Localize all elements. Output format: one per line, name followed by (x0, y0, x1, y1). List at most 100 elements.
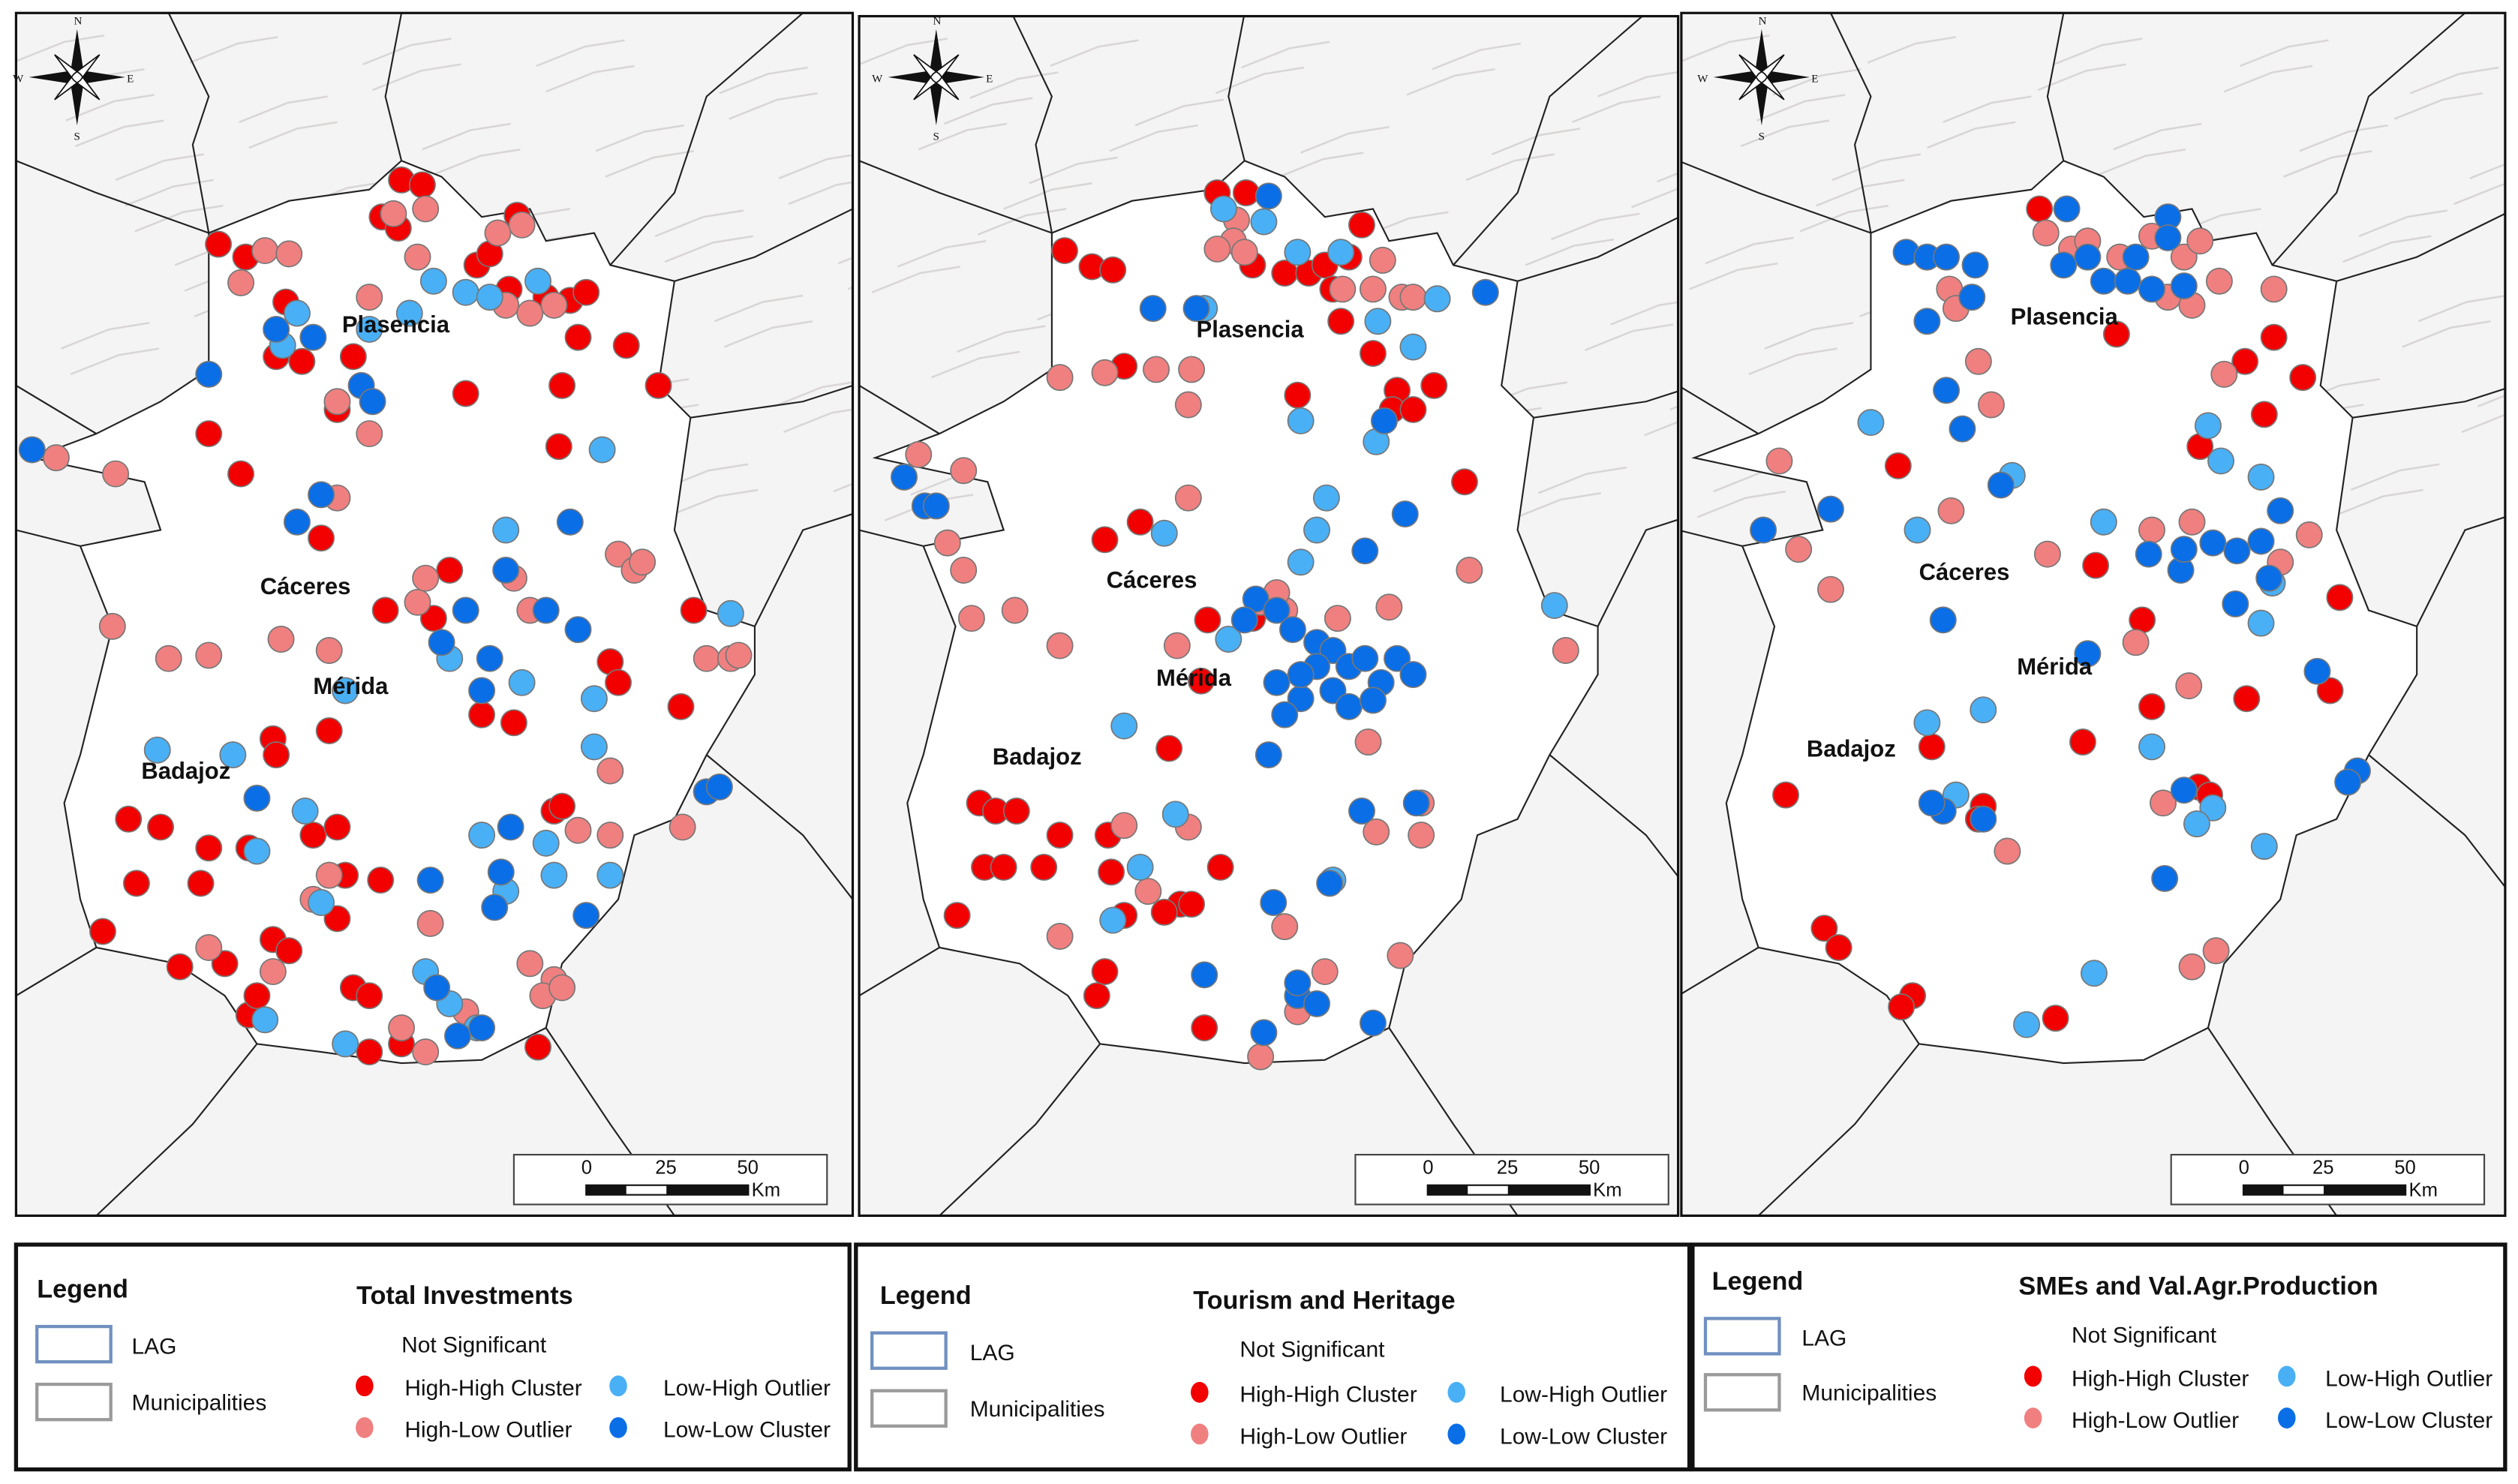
municipality-boundary (859, 529, 924, 547)
high-low-outlier-point (315, 637, 343, 664)
lag-label: LAG (970, 1341, 1015, 1365)
low-low-cluster-point (468, 1014, 496, 1041)
city-label: Cáceres (1919, 559, 2010, 585)
low-low-cluster-point (1250, 1019, 1278, 1047)
low-low-cluster-point (2222, 590, 2249, 617)
low-high-outlier-point (580, 733, 608, 761)
city-label: Cáceres (260, 573, 351, 599)
municipality-boundary (1549, 754, 1678, 879)
compass-s: S (1759, 131, 1765, 143)
high-low-outlier-point (2178, 508, 2206, 536)
municipality-boundary (609, 13, 804, 266)
high-high-symbol (356, 1375, 374, 1397)
high-low-label: High-Low Outlier (2072, 1408, 2239, 1433)
low-low-cluster-point (423, 974, 451, 1002)
low-low-cluster-point (2050, 251, 2078, 279)
low-low-cluster-point (243, 784, 271, 812)
high-low-outlier-point (540, 291, 568, 319)
low-high-outlier-point (596, 861, 624, 889)
low-high-outlier-point (219, 741, 247, 769)
high-high-cluster-point (943, 902, 971, 930)
high-low-outlier-point (1816, 575, 1844, 603)
high-low-outlier-point (251, 237, 279, 265)
high-low-outlier-point (267, 626, 295, 653)
municipality-boundary (167, 13, 210, 233)
low-high-outlier-point (1126, 853, 1154, 881)
low-low-cluster-point (1287, 661, 1315, 689)
legend-panel-3: Legend LAG Municipalities SMEs and Val.Agr.… (1690, 1242, 2507, 1472)
compass-n: N (74, 15, 82, 27)
scale-unit: Km (1593, 1180, 1622, 1201)
high-low-outlier-point (693, 644, 720, 672)
high-low-outlier-point (404, 588, 431, 616)
high-high-cluster-point (548, 792, 576, 820)
high-high-cluster-point (1091, 958, 1119, 986)
high-high-cluster-point (1772, 781, 1799, 809)
low-low-cluster-point (1279, 616, 1306, 644)
low-high-outlier-point (588, 436, 616, 464)
high-low-outlier-point (416, 909, 444, 937)
high-high-cluster-point (2289, 364, 2317, 392)
low-low-cluster-point (1182, 295, 1210, 323)
low-low-cluster-point (1230, 606, 1258, 634)
high-low-symbol (1191, 1423, 1209, 1445)
high-low-outlier-point (259, 958, 287, 986)
compass-w: W (1697, 73, 1708, 85)
high-low-outlier-point (1134, 878, 1162, 906)
high-low-outlier-point (1143, 356, 1170, 383)
high-low-outlier-point (596, 822, 624, 849)
low-low-cluster-point (922, 492, 950, 520)
low-low-cluster-point (1359, 1009, 1387, 1037)
city-label: Plasencia (1197, 317, 1305, 343)
municipality-boundary (1829, 13, 1872, 233)
compass-e: E (1811, 73, 1818, 85)
high-low-outlier-point (1408, 822, 1435, 849)
high-low-outlier-point (950, 457, 978, 485)
low-low-cluster-point (1933, 243, 1961, 271)
high-low-outlier-point (725, 641, 753, 669)
high-high-cluster-point (2138, 692, 2165, 720)
low-low-cluster-point (2074, 640, 2102, 668)
low-low-cluster-point (1399, 661, 1427, 689)
high-high-cluster-point (436, 557, 464, 584)
low-high-outlier-point (1364, 308, 1392, 335)
high-high-cluster-point (356, 982, 383, 1010)
high-high-cluster-point (1884, 452, 1912, 479)
low-low-cluster-point (299, 323, 327, 351)
municipality-boundary (2368, 754, 2505, 888)
high-high-cluster-point (452, 380, 479, 407)
lag-label: LAG (132, 1334, 177, 1359)
high-high-cluster-point (548, 371, 576, 399)
municipality-boundary (1227, 16, 1245, 161)
high-low-outlier-point (1046, 632, 1074, 659)
high-high-symbol (1191, 1381, 1209, 1403)
low-high-outlier-point (2090, 508, 2117, 536)
high-high-cluster-point (1450, 468, 1478, 496)
municipality-boundary (1681, 161, 1871, 234)
low-low-cluster-point (1933, 377, 1961, 404)
low-high-outlier-point (1423, 285, 1451, 313)
low-low-cluster-point (283, 508, 311, 536)
map-frame (14, 11, 855, 1217)
low-high-outlier-point (508, 668, 536, 696)
high-high-cluster-point (308, 524, 335, 552)
high-high-cluster-point (323, 813, 351, 841)
low-low-label: Low-Low Cluster (2325, 1408, 2492, 1433)
municipality-boundary (753, 513, 853, 627)
municipality-boundary (2271, 13, 2466, 266)
high-low-outlier-point (1174, 391, 1202, 419)
compass-s: S (74, 131, 80, 143)
high-high-cluster-point (2231, 347, 2259, 375)
city-label: Badajoz (993, 744, 1082, 770)
low-low-cluster-point (1351, 537, 1379, 565)
scale-tick: 0 (2239, 1158, 2249, 1179)
high-low-outlier-point (564, 816, 592, 844)
low-high-outlier-point (717, 599, 744, 627)
high-high-cluster-point (211, 950, 239, 978)
low-low-cluster-point (1987, 471, 2015, 499)
low-high-outlier-point (1327, 239, 1355, 266)
low-low-cluster-point (2114, 267, 2141, 295)
high-low-outlier-point (669, 813, 696, 841)
